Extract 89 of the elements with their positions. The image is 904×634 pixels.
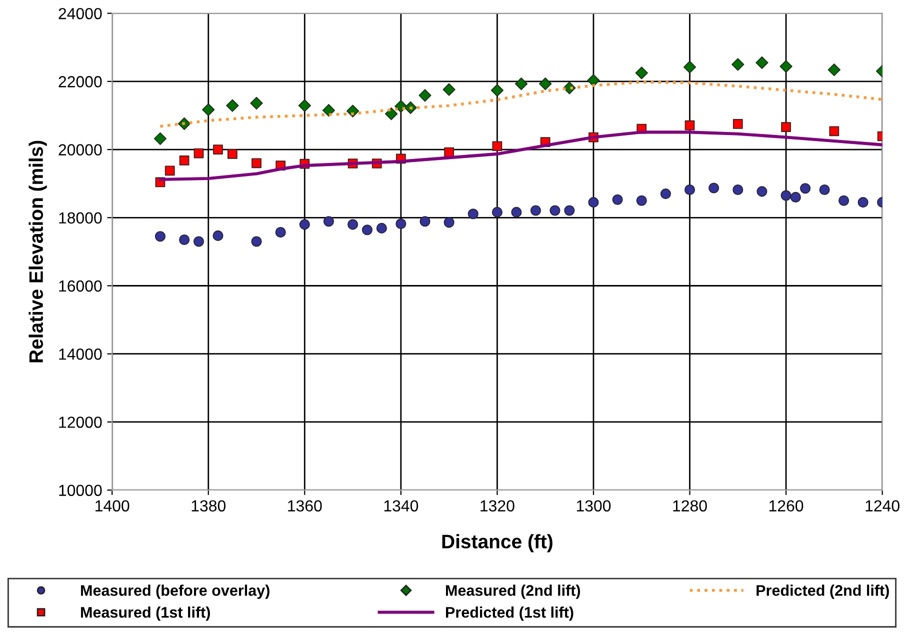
point	[819, 184, 830, 195]
point	[252, 158, 262, 168]
point	[348, 219, 358, 230]
point	[530, 205, 541, 216]
point	[564, 205, 575, 216]
x-tick-label: 1400	[96, 500, 130, 512]
point	[212, 230, 224, 241]
point	[781, 122, 791, 132]
x-tick-label: 1260	[769, 500, 804, 512]
point	[490, 84, 504, 97]
point	[683, 60, 696, 74]
point	[384, 107, 398, 120]
point	[838, 195, 850, 206]
point	[179, 155, 190, 166]
point	[193, 236, 204, 247]
y-tick-label: 20000	[58, 144, 102, 156]
point	[323, 216, 334, 227]
point	[858, 197, 868, 208]
point	[444, 217, 454, 228]
y-tick-label: 18000	[59, 212, 102, 224]
legend-label: Predicted (1st lift)	[446, 606, 574, 621]
x-tick-label: 1240	[866, 500, 900, 512]
point	[164, 166, 175, 176]
x-tick-label: 1300	[576, 500, 611, 512]
point	[154, 132, 167, 145]
x-tick-label: 1280	[673, 500, 707, 512]
point	[550, 205, 560, 216]
y-tick-label: 24000	[58, 8, 102, 20]
legend-label: Measured (before overlay)	[81, 584, 270, 599]
point	[250, 96, 263, 110]
x-tick-label: 1340	[384, 500, 418, 512]
point	[442, 83, 456, 96]
point	[362, 224, 373, 236]
point	[154, 231, 166, 242]
y-tick-label: 16000	[59, 280, 102, 292]
point	[179, 234, 190, 246]
point	[420, 216, 430, 227]
point	[251, 236, 262, 247]
point	[780, 60, 792, 73]
point	[418, 89, 432, 102]
x-tick-label: 1320	[480, 500, 514, 512]
point	[444, 147, 454, 158]
point	[587, 74, 600, 87]
point	[780, 190, 792, 201]
point	[298, 99, 311, 112]
point	[194, 148, 204, 158]
point	[492, 206, 502, 218]
point	[396, 218, 406, 230]
point	[828, 64, 840, 76]
point	[468, 208, 478, 220]
point	[588, 197, 599, 208]
point	[635, 66, 648, 80]
point	[660, 188, 671, 200]
x-tick-label: 1360	[288, 500, 322, 512]
point	[612, 194, 623, 205]
point	[539, 77, 552, 90]
y-axis-title: Relative Elevation (mils)	[28, 140, 47, 362]
y-tick-label: 22000	[58, 76, 102, 88]
point	[732, 119, 743, 129]
point	[228, 149, 238, 159]
point	[756, 186, 768, 197]
point	[299, 219, 310, 230]
point	[732, 58, 744, 71]
point	[790, 192, 801, 202]
point	[275, 227, 286, 238]
y-tick-label: 10000	[59, 484, 102, 496]
point	[202, 103, 215, 116]
point	[800, 183, 811, 194]
x-axis-title: Distance (ft)	[442, 534, 552, 552]
legend-label: Measured (2nd lift)	[446, 584, 580, 599]
point	[708, 182, 720, 194]
point	[492, 141, 502, 152]
point	[213, 144, 223, 154]
x-tick-label: 1380	[192, 500, 226, 512]
point	[226, 99, 239, 112]
legend-label: Predicted (2nd lift)	[756, 584, 889, 599]
point	[376, 222, 387, 234]
point	[636, 195, 647, 206]
point	[684, 184, 696, 195]
point	[756, 56, 768, 70]
point	[322, 104, 336, 117]
point	[514, 77, 528, 90]
y-tick-label: 12000	[59, 416, 102, 428]
point	[829, 126, 840, 136]
point	[732, 184, 744, 195]
point	[511, 206, 522, 218]
legend-label: Measured (1st lift)	[81, 606, 210, 621]
y-tick-label: 14000	[59, 348, 102, 360]
point	[684, 120, 695, 130]
